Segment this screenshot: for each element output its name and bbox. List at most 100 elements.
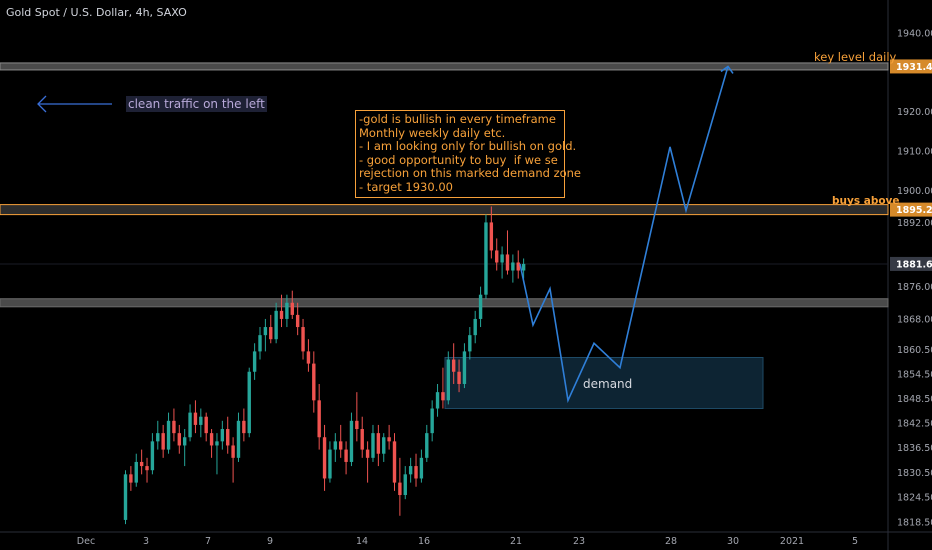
price-tag-bg	[890, 59, 932, 74]
candle	[355, 420, 359, 430]
candle	[376, 433, 381, 454]
candle	[435, 392, 440, 409]
candle	[408, 466, 413, 475]
candle	[209, 433, 214, 446]
candle	[182, 437, 187, 446]
candle	[242, 420, 246, 434]
y-tick-label: 1876.00	[897, 282, 932, 293]
projection-arrowhead	[720, 65, 734, 74]
candle	[215, 441, 219, 446]
candle	[258, 335, 262, 352]
candle	[306, 351, 311, 364]
candle	[177, 433, 181, 446]
y-tick-label: 1860.50	[897, 345, 932, 356]
candle	[322, 437, 327, 479]
candle	[446, 359, 450, 401]
y-tick-label: 1854.50	[897, 369, 932, 380]
y-tick-label: 1830.50	[897, 468, 932, 479]
candle	[505, 254, 510, 271]
y-tick-label: 1848.50	[897, 394, 932, 405]
candle	[295, 314, 300, 328]
projection-path[interactable]	[519, 66, 729, 404]
candle	[247, 371, 251, 434]
candle	[344, 449, 348, 462]
candle	[193, 412, 198, 425]
candle	[145, 466, 149, 471]
candle	[252, 351, 257, 372]
candle	[473, 318, 477, 336]
x-tick-label: 28	[665, 536, 677, 547]
candle	[371, 433, 375, 458]
y-tick-label: 1892.00	[897, 218, 932, 229]
candle	[204, 416, 208, 434]
candle	[274, 310, 278, 340]
y-tick-label: 1900.00	[897, 186, 932, 197]
left-arrow-head	[37, 95, 47, 113]
candle	[161, 433, 165, 450]
candle	[441, 392, 445, 401]
demand-zone[interactable]	[444, 356, 764, 410]
candle	[134, 461, 138, 483]
y-tick-label: 1842.50	[897, 418, 932, 429]
buys-above-label: buys above	[832, 195, 900, 207]
y-tick-label: 1940.00	[897, 29, 932, 40]
candle	[516, 262, 520, 271]
candle	[188, 412, 192, 438]
candle	[279, 310, 284, 319]
x-tick-label: 14	[356, 536, 368, 547]
candle	[360, 429, 364, 450]
candle	[419, 457, 424, 479]
candle	[312, 363, 316, 401]
candle	[425, 433, 429, 458]
candle	[123, 474, 128, 520]
symbol-title: Gold Spot / U.S. Dollar, 4h, SAXO	[6, 6, 187, 19]
candle	[236, 420, 241, 458]
y-tick-label: 1818.50	[897, 518, 932, 529]
candle	[495, 250, 499, 263]
candle	[290, 302, 294, 315]
price-tag-bg	[890, 256, 932, 271]
x-tick-label: 9	[267, 536, 273, 547]
candle	[511, 262, 515, 271]
price-tag-bg	[890, 202, 932, 217]
candle	[484, 222, 488, 295]
candle	[382, 437, 386, 454]
candle	[392, 441, 397, 483]
price-tag-label: 1931.44	[896, 62, 932, 73]
traffic-note: clean traffic on the left	[126, 96, 267, 112]
candle	[333, 441, 338, 450]
candle	[500, 254, 504, 263]
y-tick-label: 1836.50	[897, 443, 932, 454]
candle	[457, 371, 461, 384]
candle	[478, 294, 483, 319]
x-tick-label: 5	[852, 536, 858, 547]
y-tick-label: 1868.00	[897, 314, 932, 325]
x-tick-label: 7	[205, 536, 211, 547]
x-tick-label: 2021	[780, 536, 804, 547]
candle	[129, 474, 133, 483]
candle	[468, 335, 472, 352]
candle	[462, 351, 467, 384]
candle	[263, 327, 268, 336]
support-zone-band	[0, 298, 889, 308]
buys-above-band	[0, 204, 889, 216]
y-tick-label: 1910.00	[897, 146, 932, 157]
candle	[451, 359, 456, 372]
candle	[430, 408, 434, 434]
candle	[226, 429, 230, 446]
x-tick-label: Dec	[77, 536, 95, 547]
candle	[403, 474, 407, 496]
candle	[172, 420, 176, 434]
candle	[339, 441, 343, 450]
candle	[220, 429, 225, 442]
key-level-label: key level daily	[814, 50, 897, 64]
x-tick-label: 23	[573, 536, 585, 547]
candle	[231, 445, 235, 458]
candle	[489, 222, 494, 251]
candle	[139, 461, 144, 467]
candle	[414, 466, 418, 479]
y-tick-label: 1824.50	[897, 493, 932, 504]
candle	[269, 327, 273, 340]
demand-label: demand	[583, 377, 633, 391]
